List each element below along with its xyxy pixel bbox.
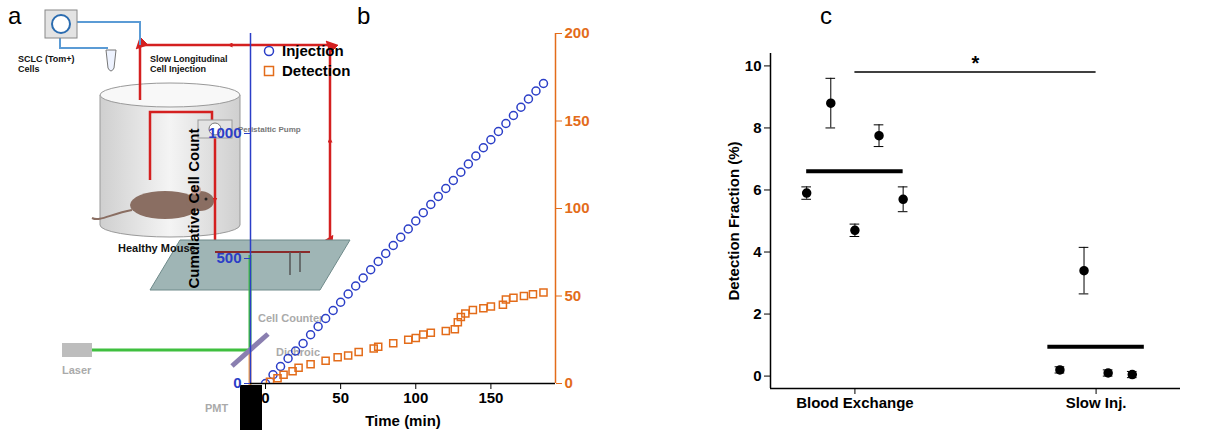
svg-text:50: 50 (565, 287, 582, 304)
svg-text:Cell Counter: Cell Counter (258, 312, 324, 324)
svg-text:Detection Fraction (%): Detection Fraction (%) (725, 141, 742, 300)
svg-text:SCLC (Tom+)Cells: SCLC (Tom+)Cells (18, 54, 75, 74)
svg-text:500: 500 (216, 249, 241, 266)
svg-text:4: 4 (753, 243, 762, 260)
svg-text:8: 8 (753, 119, 761, 136)
html-text:a: a (8, 2, 22, 29)
svg-text:0: 0 (565, 374, 573, 391)
html-text:Detection: Detection (282, 62, 351, 79)
svg-text:150: 150 (565, 112, 590, 129)
svg-text:Slow Inj.: Slow Inj. (1066, 394, 1127, 411)
svg-text:Healthy Mouse: Healthy Mouse (118, 242, 196, 254)
svg-text:0: 0 (261, 389, 269, 406)
svg-text:0: 0 (753, 367, 761, 384)
html-text:c: c (820, 2, 832, 29)
svg-text:Laser: Laser (62, 364, 92, 376)
html-text:b: b (357, 2, 371, 29)
svg-text:0: 0 (233, 374, 241, 391)
svg-text:Cumulative Cell Count: Cumulative Cell Count (185, 128, 202, 288)
svg-text:Time (min): Time (min) (365, 412, 441, 429)
svg-text:100: 100 (565, 199, 590, 216)
svg-text:PMT: PMT (205, 402, 229, 414)
svg-text:2: 2 (753, 305, 761, 322)
svg-text:10: 10 (745, 57, 762, 74)
svg-text:*: * (972, 52, 980, 74)
svg-text:200: 200 (565, 24, 590, 41)
svg-text:150: 150 (478, 389, 503, 406)
svg-text:Peristaltic Pump: Peristaltic Pump (238, 125, 301, 134)
svg-text:Dichroic: Dichroic (276, 346, 320, 358)
svg-text:Slow LongitudinalCell Injectio: Slow LongitudinalCell Injection (150, 54, 228, 74)
svg-text:6: 6 (753, 181, 761, 198)
svg-text:50: 50 (332, 389, 349, 406)
svg-text:1000: 1000 (208, 124, 241, 141)
html-text:Injection: Injection (282, 42, 344, 59)
svg-text:100: 100 (403, 389, 428, 406)
svg-text:Blood Exchange: Blood Exchange (796, 394, 914, 411)
